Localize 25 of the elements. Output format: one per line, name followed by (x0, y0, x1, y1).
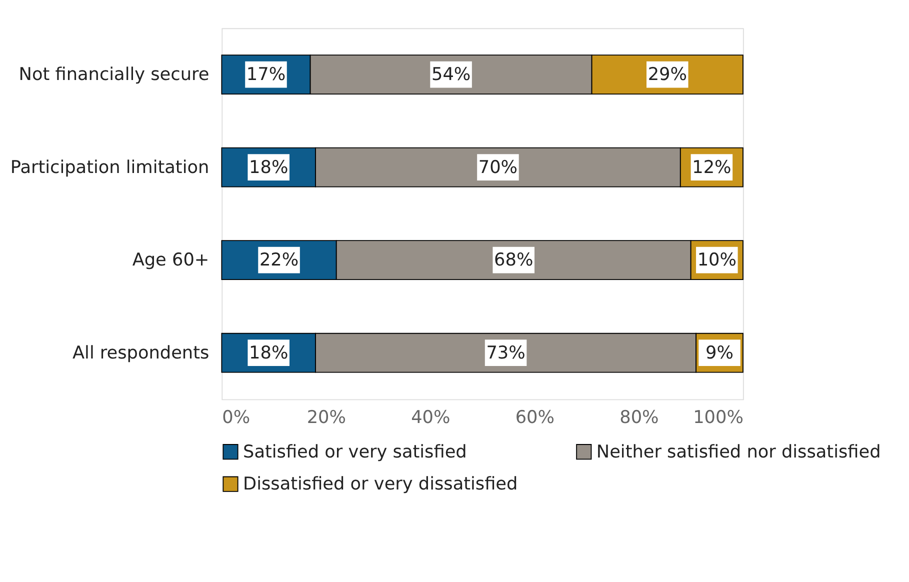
y-tick-label: Participation limitation (10, 158, 210, 178)
data-label: 70% (478, 158, 518, 178)
x-tick-label: 100% (693, 408, 744, 428)
legend-label: Neither satisfied nor dissatisfied (596, 442, 881, 462)
data-label: 73% (486, 343, 526, 364)
x-tick-label: 60% (515, 408, 554, 428)
x-tick-label: 0% (222, 408, 250, 428)
legend-label: Dissatisfied or very dissatisfied (243, 474, 518, 495)
legend-label: Satisfied or very satisfied (243, 442, 467, 462)
data-label: 10% (697, 250, 736, 271)
x-tick-label: 40% (411, 408, 450, 428)
data-label: 29% (648, 65, 687, 86)
y-tick-label: Age 60+ (132, 250, 210, 271)
data-label: 22% (259, 250, 299, 271)
y-tick-label: All respondents (72, 343, 210, 364)
data-label: 12% (692, 158, 732, 178)
data-label: 68% (494, 250, 534, 271)
x-tick-label: 80% (620, 408, 659, 428)
data-label: 54% (431, 65, 471, 86)
data-label: 18% (249, 343, 288, 364)
data-label: 18% (249, 158, 288, 178)
data-label: 9% (706, 343, 734, 364)
y-tick-label: Not financially secure (18, 65, 210, 86)
data-label: 17% (246, 65, 286, 86)
x-tick-label: 20% (306, 408, 346, 428)
